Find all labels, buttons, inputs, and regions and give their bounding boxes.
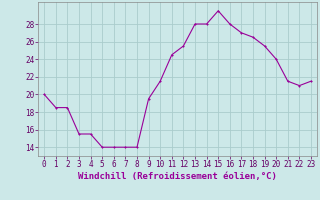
X-axis label: Windchill (Refroidissement éolien,°C): Windchill (Refroidissement éolien,°C) [78, 172, 277, 181]
